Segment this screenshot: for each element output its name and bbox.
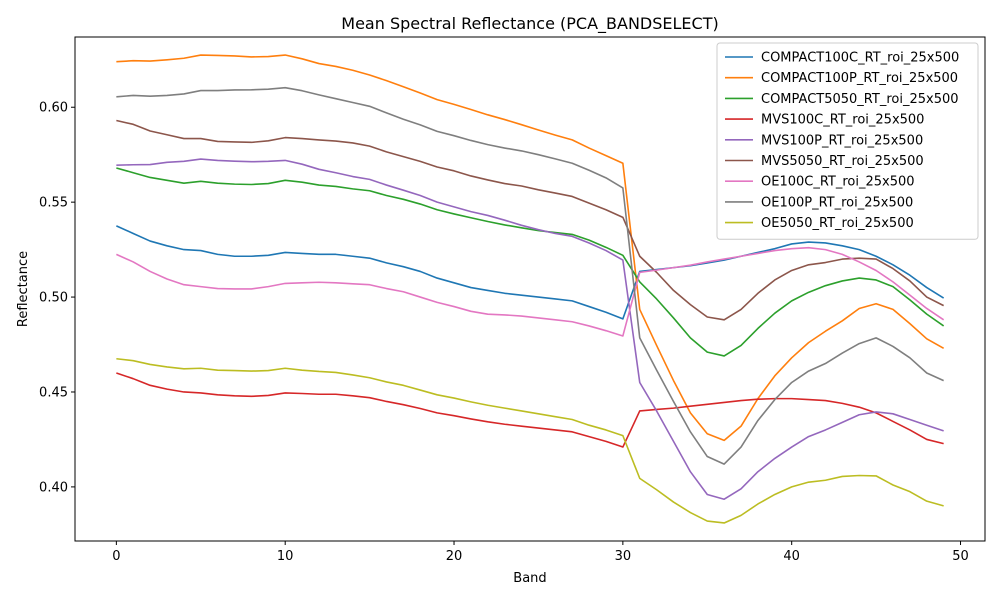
- series-line-5: [116, 158, 944, 501]
- series-line-3: [116, 167, 945, 357]
- legend-entry: MVS5050_RT_roi_25x500: [761, 154, 924, 169]
- series-line-4: [116, 372, 944, 448]
- chart-title: Mean Spectral Reflectance (PCA_BANDSELEC…: [341, 14, 718, 34]
- y-tick-label: 0.50: [39, 291, 68, 306]
- plot-frame: [74, 36, 986, 542]
- y-tick-label: 0.45: [39, 385, 68, 400]
- legend-entry: MVS100P_RT_roi_25x500: [761, 133, 923, 148]
- legend-entry: COMPACT100C_RT_roi_25x500: [761, 51, 959, 66]
- series-line-8: [116, 86, 944, 465]
- series-line-6: [116, 119, 945, 321]
- y-axis-label: Reflectance: [16, 251, 31, 327]
- x-tick-label: 40: [783, 549, 800, 564]
- x-tick-label: 30: [615, 549, 632, 564]
- x-axis: 0 10 20 30 40 50: [112, 541, 969, 564]
- legend-entry: MVS100C_RT_roi_25x500: [761, 113, 924, 128]
- x-tick-label: 50: [952, 549, 969, 564]
- series-line-7: [116, 246, 945, 337]
- x-tick-label: 0: [112, 549, 120, 564]
- x-tick-label: 20: [446, 549, 463, 564]
- y-tick-label: 0.55: [39, 196, 68, 211]
- y-tick-label: 0.40: [39, 480, 68, 495]
- legend-entry: OE100C_RT_roi_25x500: [761, 175, 915, 190]
- legend-entry: OE100P_RT_roi_25x500: [761, 195, 913, 210]
- x-axis-label: Band: [513, 571, 546, 586]
- series-line-9: [116, 357, 944, 524]
- y-axis: 0.40 0.45 0.50 0.55 0.60: [39, 101, 75, 495]
- legend-entry: COMPACT100P_RT_roi_25x500: [761, 71, 958, 86]
- legend: COMPACT100C_RT_roi_25x500 COMPACT100P_RT_…: [716, 42, 979, 240]
- legend-box: [716, 42, 979, 240]
- series-line-2: [116, 54, 945, 442]
- x-tick-label: 10: [277, 549, 294, 564]
- series-line-1: [116, 225, 945, 320]
- y-tick-label: 0.60: [39, 101, 68, 116]
- legend-entry: OE5050_RT_roi_25x500: [761, 216, 914, 231]
- legend-entry: COMPACT5050_RT_roi_25x500: [761, 92, 959, 107]
- series-layer: [116, 54, 945, 524]
